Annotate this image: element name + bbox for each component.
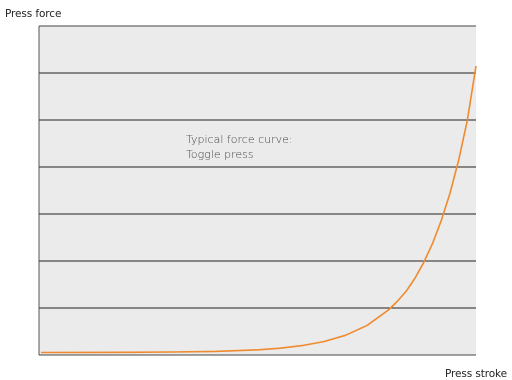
force-curve-line [40, 65, 477, 354]
annotation-line-2: Toggle press [186, 148, 254, 161]
series-group [40, 65, 477, 354]
annotation-line-1: Typical force curve: [186, 133, 293, 146]
plot-area [39, 26, 476, 355]
x-axis-label: Press stroke [444, 368, 507, 380]
gridlines [39, 72, 476, 309]
plot-frame [38, 25, 476, 356]
y-axis-label: Press force [5, 8, 62, 20]
